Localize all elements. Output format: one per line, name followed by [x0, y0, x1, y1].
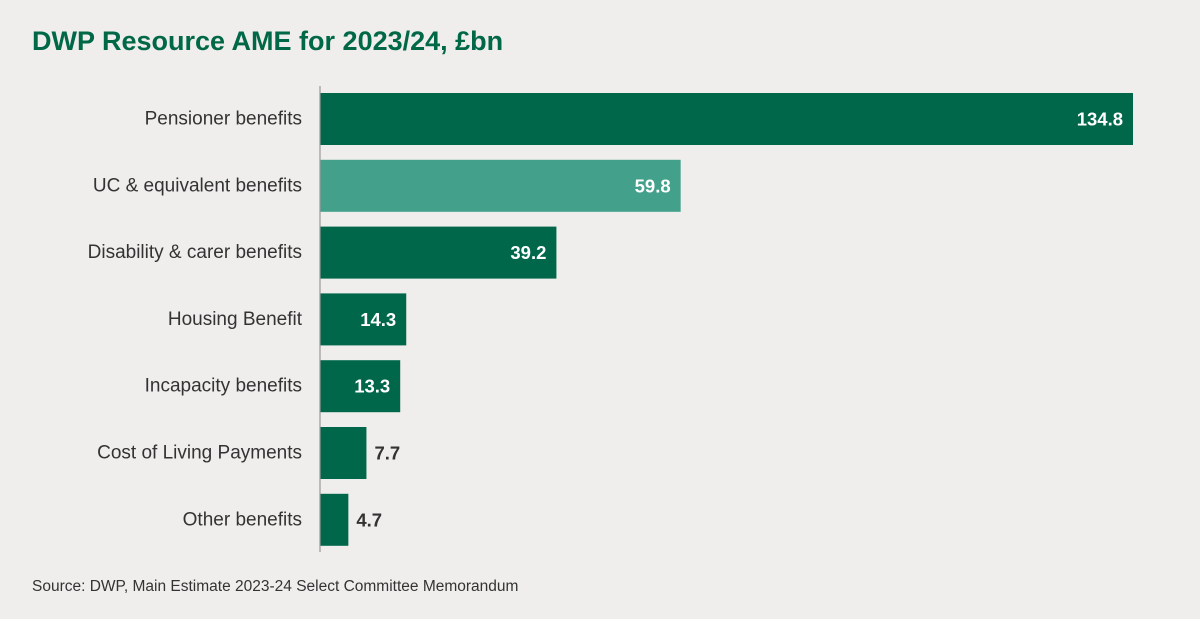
bar	[320, 93, 1133, 145]
chart-title: DWP Resource AME for 2023/24, £bn	[32, 26, 504, 56]
value-label: 39.2	[510, 242, 546, 263]
bar	[320, 360, 401, 413]
category-label: Disability & carer benefits	[88, 242, 302, 263]
value-label: 7.7	[374, 443, 400, 464]
bar	[320, 159, 681, 212]
bar	[320, 293, 407, 346]
source-note: Source: DWP, Main Estimate 2023-24 Selec…	[32, 578, 519, 595]
category-label: Pensioner benefits	[145, 109, 302, 130]
category-label: UC & equivalent benefits	[93, 175, 302, 196]
bar	[320, 226, 557, 279]
category-label: Housing Benefit	[168, 309, 303, 330]
value-label: 14.3	[360, 309, 396, 330]
bar	[320, 493, 349, 546]
category-label: Cost of Living Payments	[97, 443, 302, 464]
value-label: 59.8	[635, 175, 671, 196]
value-label: 4.7	[356, 509, 382, 530]
category-label: Incapacity benefits	[145, 376, 302, 397]
bar	[320, 427, 367, 479]
category-label: Other benefits	[183, 509, 302, 530]
value-label: 134.8	[1077, 109, 1123, 130]
value-label: 13.3	[354, 376, 390, 397]
